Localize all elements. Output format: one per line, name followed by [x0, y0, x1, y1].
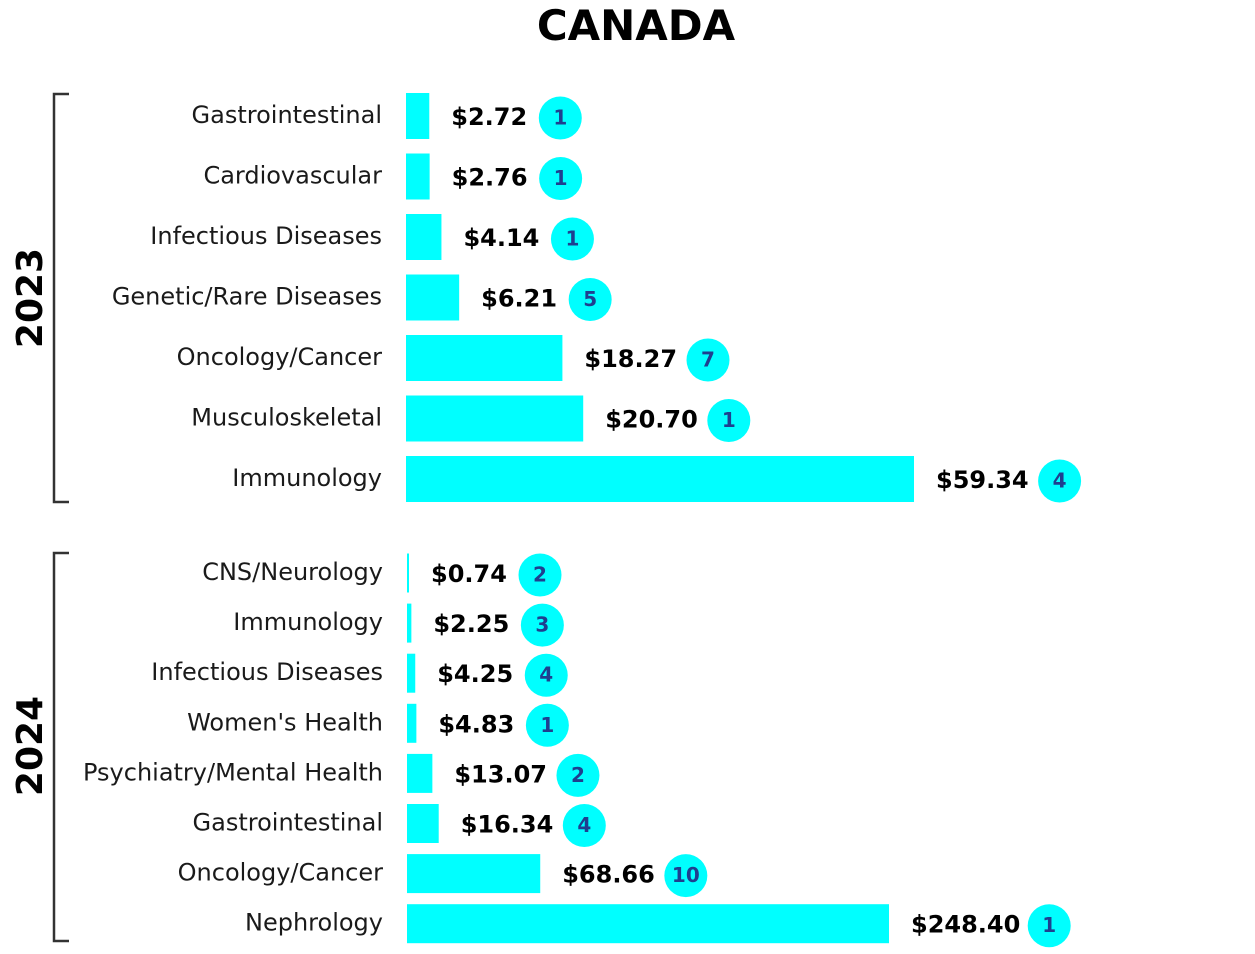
count-label: 1	[722, 408, 736, 432]
count-badge	[686, 338, 730, 382]
bar-row: Immunology $2.25 3	[233, 603, 564, 647]
bar	[407, 653, 416, 693]
count-label: 1	[554, 166, 568, 190]
count-label: 5	[583, 287, 597, 311]
bar-row: Oncology/Cancer $68.66 10	[178, 854, 708, 898]
count-badge	[525, 703, 569, 747]
bar-row: Musculoskeletal $20.70 1	[191, 395, 751, 442]
bar	[406, 335, 563, 381]
value-label: $18.27	[584, 345, 677, 373]
value-label: $4.14	[463, 224, 539, 252]
category-label: Immunology	[233, 608, 383, 636]
bar-row: Psychiatry/Mental Health $13.07 2	[83, 753, 600, 797]
bar-row: Oncology/Cancer $18.27 7	[177, 335, 730, 382]
bar	[407, 854, 541, 894]
value-label: $2.76	[452, 164, 528, 192]
bar	[407, 904, 889, 944]
count-badge	[539, 157, 583, 200]
category-label: Infectious Diseases	[151, 658, 383, 686]
count-label: 4	[577, 813, 591, 837]
category-label: Immunology	[232, 464, 382, 492]
bar	[407, 804, 439, 843]
value-label: $0.74	[431, 560, 507, 588]
bar-row: Genetic/Rare Diseases $6.21 5	[112, 274, 612, 321]
value-label: $13.07	[454, 760, 547, 788]
bar-row: CNS/Neurology $0.74 2	[202, 553, 562, 597]
bar	[406, 214, 442, 260]
bar	[407, 703, 417, 743]
count-label: 1	[553, 106, 567, 130]
category-label: Cardiovascular	[203, 162, 382, 190]
count-label: 10	[672, 863, 700, 887]
category-label: Women's Health	[187, 708, 383, 736]
category-label: Gastrointestinal	[192, 101, 382, 129]
count-badge	[1038, 459, 1082, 503]
value-label: $16.34	[461, 811, 554, 839]
bar-row: Infectious Diseases $4.25 4	[151, 653, 568, 697]
bar-row: Nephrology $248.40 1	[245, 904, 1071, 948]
bar	[407, 603, 412, 643]
count-label: 1	[540, 713, 554, 737]
count-label: 7	[701, 348, 715, 372]
bar	[407, 553, 409, 593]
bar	[406, 153, 430, 200]
value-label: $4.83	[438, 710, 514, 738]
bar	[407, 753, 433, 793]
count-label: 3	[535, 613, 549, 637]
bar	[406, 274, 460, 321]
value-label: $68.66	[562, 861, 655, 889]
value-label: $2.25	[433, 610, 509, 638]
bar-row: Gastrointestinal $16.34 4	[193, 804, 606, 847]
count-label: 2	[533, 563, 547, 587]
value-label: $6.21	[481, 285, 557, 313]
category-label: Infectious Diseases	[150, 222, 382, 250]
count-badge	[562, 804, 606, 847]
group-bracket	[52, 92, 69, 504]
count-badge	[556, 753, 600, 797]
count-label: 1	[1042, 913, 1056, 937]
value-label: $4.25	[437, 660, 513, 688]
category-label: Oncology/Cancer	[178, 859, 383, 887]
category-label: CNS/Neurology	[202, 558, 383, 586]
bar	[406, 93, 430, 139]
bar-row: Cardiovascular $2.76 1	[203, 153, 583, 200]
bar-row: Infectious Diseases $4.14 1	[150, 214, 594, 261]
category-label: Gastrointestinal	[193, 809, 383, 837]
count-badge	[524, 653, 568, 697]
value-label: $20.70	[605, 406, 698, 434]
value-label: $2.72	[451, 103, 527, 131]
chart-title: CANADA	[537, 1, 736, 50]
count-badge	[568, 278, 612, 321]
bar	[406, 395, 584, 442]
count-label: 4	[1053, 469, 1067, 493]
bar	[406, 456, 914, 502]
bar-row: Gastrointestinal $2.72 1	[192, 93, 582, 140]
count-label: 4	[539, 663, 553, 687]
bar-row: Immunology $59.34 4	[232, 456, 1082, 503]
category-label: Oncology/Cancer	[177, 343, 382, 371]
count-badge	[664, 854, 708, 898]
category-label: Musculoskeletal	[191, 404, 382, 432]
group-bracket	[52, 551, 69, 943]
group-label: 2024	[10, 696, 51, 796]
group-label: 2023	[10, 248, 51, 348]
category-label: Nephrology	[245, 909, 383, 937]
bar-row: Women's Health $4.83 1	[187, 703, 569, 747]
count-badge	[1027, 904, 1071, 948]
value-label: $248.40	[911, 911, 1020, 939]
category-label: Genetic/Rare Diseases	[112, 283, 382, 311]
count-badge	[707, 399, 751, 442]
category-label: Psychiatry/Mental Health	[83, 758, 383, 786]
count-badge	[518, 553, 562, 597]
value-label: $59.34	[936, 466, 1029, 494]
count-badge	[538, 96, 582, 140]
count-badge	[550, 217, 594, 261]
count-label: 2	[571, 763, 585, 787]
count-label: 1	[565, 227, 579, 251]
count-badge	[520, 603, 564, 647]
